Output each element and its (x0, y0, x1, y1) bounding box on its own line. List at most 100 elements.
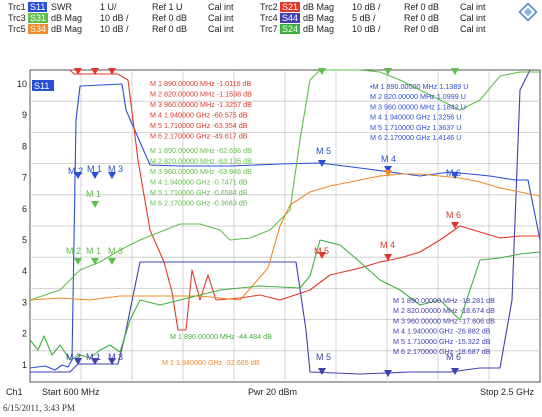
marker-table-row: •M 1 890.00000 MHz 1.1389 U (370, 82, 468, 91)
trace-header: Trc1 S11 SWR 1 U/Ref 1 U Cal int Trc2 S21 dB Ma… (8, 2, 528, 38)
marker-triangle-icon (318, 160, 326, 167)
marker-label: M 1 (87, 164, 102, 174)
y-tick-label: 7 (22, 173, 27, 183)
trace-badge-s34[interactable]: S34 (28, 24, 49, 34)
start-frequency: Start 600 MHz (42, 387, 100, 397)
trace-ref: Ref 0 dB (404, 2, 440, 12)
marker-label: M 5 (316, 146, 331, 156)
marker-table-row: M 1 1.940000 GHz -32.665 dB (162, 358, 260, 367)
marker-triangle-icon (451, 222, 459, 229)
trace-format: SWR (51, 2, 72, 12)
marker-label: M 6 (446, 352, 461, 362)
marker-table-row: M 5 1.710000 GHz -15.322 dB (393, 337, 491, 346)
trace-badge-s11[interactable]: S11 (28, 2, 48, 12)
marker-table-row: M 6 2.170000 GHz -0.9683 dB (150, 199, 248, 208)
marker-label: M 4 (381, 154, 396, 164)
marker-table-row: M 4 1.940000 GHz -60.575 dB (150, 111, 248, 120)
trace-cal: Cal int (208, 2, 234, 12)
trace-badge-s31[interactable]: S31 (28, 13, 49, 23)
trace-scale: 10 dB / (100, 24, 129, 34)
marker-table-trc5: M 1 1.940000 GHz -32.665 dB (162, 358, 260, 367)
marker-table-row: M 3 960.00000 MHz -63.946 dB (150, 167, 252, 176)
stop-frequency: Stop 2.5 GHz (480, 387, 535, 397)
trace-badge-s24[interactable]: S24 (280, 24, 301, 34)
marker-triangle-icon (74, 172, 82, 179)
marker-triangle-icon (108, 358, 116, 365)
marker-table-row: M 6 2.170000 GHz -18.687 dB (393, 347, 491, 356)
trace-cal: Cal int (460, 2, 486, 12)
y-tick-label: 5 (22, 235, 27, 245)
marker-table-row: M 1 890.00000 MHz -44.484 dB (170, 332, 272, 341)
y-tick-label: 10 (17, 79, 27, 89)
trace-ref: Ref 1 U (152, 2, 183, 12)
trace-ref: Ref 0 dB (152, 24, 188, 34)
marker-table-row: M 6 2.170000 GHz 1.4146 U (370, 133, 462, 142)
marker-triangle-icon (384, 170, 392, 177)
trace-format: dB Mag (303, 13, 335, 23)
marker-label: M 2 (66, 246, 81, 256)
marker-label: M 6 (446, 210, 461, 220)
marker-triangle-icon (74, 358, 82, 365)
y-tick-label: 4 (22, 266, 27, 276)
trace-scale: 10 dB / (352, 24, 381, 34)
trace-s44 (30, 69, 531, 375)
marker-triangle-icon (384, 254, 392, 261)
trace-badge-s44[interactable]: S44 (280, 13, 301, 23)
marker-triangle-icon (108, 68, 116, 75)
marker-label: M 5 (314, 246, 329, 256)
y-tick-label: 9 (22, 110, 27, 120)
marker-triangle-icon (91, 68, 99, 75)
trace-trace: Trc4 (260, 13, 278, 23)
marker-table-trc7: M 1 890.00000 MHz -44.484 dB (170, 332, 272, 341)
trace-cal: Cal int (460, 24, 486, 34)
trace-scale: 1 U/ (100, 2, 117, 12)
marker-table-row: M 1 890.00000 MHz -1.0116 dB (150, 79, 252, 88)
marker-triangle-icon (74, 258, 82, 265)
trace-badge-s21[interactable]: S21 (280, 2, 301, 12)
trace-format: dB Mag (51, 13, 83, 23)
marker-triangle-icon (451, 368, 459, 375)
trace-s24 (29, 239, 541, 361)
trace-format: dB Mag (303, 24, 335, 34)
marker-table-row: M 3 960.00000 MHz 1.1842 U (370, 102, 466, 111)
marker-label: M 1 (86, 189, 101, 199)
trace-trace: Trc2 (260, 2, 278, 12)
trace-trace: Trc3 (8, 13, 26, 23)
marker-table-row: M 4 1.940000 GHz -0.7471 dB (150, 178, 248, 187)
marker-table-row: M 2 820.00000 MHz 1.0999 U (370, 92, 466, 101)
trace-format: dB Mag (51, 24, 83, 34)
y-tick-label: 3 (22, 297, 27, 307)
trace-ref: Ref 0 dB (152, 13, 188, 23)
y-tick-label: 1 (22, 360, 27, 370)
plot-grid (30, 70, 540, 382)
marker-label: M 1 (86, 352, 101, 362)
trace-trace: Trc7 (260, 24, 278, 34)
trace-scale: 10 dB / (100, 13, 129, 23)
marker-table-row: M 2 820.00000 MHz -1.1598 dB (150, 90, 252, 99)
trace-s31 (29, 69, 540, 301)
marker-table-trc1: •M 1 890.00000 MHz 1.1389 UM 2 820.00000… (370, 82, 468, 142)
trace-scale: 10 dB / (352, 2, 381, 12)
active-trace-label: S11 (34, 81, 49, 91)
trace-cal: Cal int (460, 13, 486, 23)
marker-table-row: M 3 960.00000 MHz -1.3257 dB (150, 100, 252, 109)
marker-table-row: M 1 890.00000 MHz -18.281 dB (393, 296, 495, 305)
marker-table-row: M 4 1.940000 GHz -26.882 dB (393, 327, 491, 336)
marker-label: M 2 (68, 166, 83, 176)
y-tick-label: 8 (22, 141, 27, 151)
marker-label: M 6 (446, 168, 461, 178)
marker-triangle-icon (91, 258, 99, 265)
marker-label: M 3 (108, 352, 123, 362)
trace-s21 (69, 69, 540, 331)
trace-ref: Ref 0 dB (404, 24, 440, 34)
marker-table-trc2: M 1 890.00000 MHz -1.0116 dB M 2 820.0000… (150, 79, 252, 141)
trace-s11 (29, 83, 541, 371)
marker-table-trc3: M 1 890.00000 MHz -62.696 dB M 2 820.0000… (150, 146, 252, 208)
marker-table-row: M 6 2.170000 GHz -49.617 dB (150, 132, 248, 141)
marker-triangle-icon (451, 172, 459, 179)
marker-table-trc4: M 1 890.00000 MHz -18.281 dBM 2 820.0000… (393, 296, 495, 356)
trace-trace: Trc5 (8, 24, 26, 34)
trace-cal: Cal int (208, 13, 234, 23)
marker-label: M 1 (86, 246, 101, 256)
